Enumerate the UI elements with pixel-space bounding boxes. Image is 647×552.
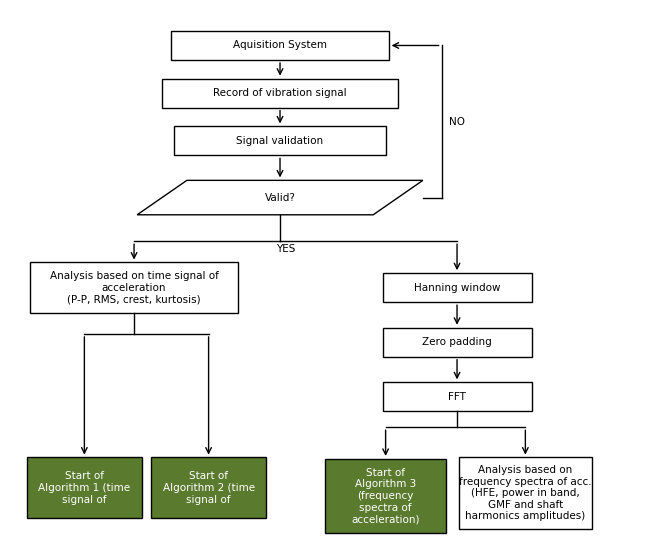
Text: Start of
Algorithm 3
(frequency
spectra of
acceleration): Start of Algorithm 3 (frequency spectra … bbox=[351, 468, 420, 524]
Text: Record of vibration signal: Record of vibration signal bbox=[214, 88, 347, 98]
FancyBboxPatch shape bbox=[382, 328, 532, 357]
Polygon shape bbox=[137, 181, 423, 215]
FancyBboxPatch shape bbox=[325, 459, 446, 533]
Text: Start of
Algorithm 1 (time
signal of: Start of Algorithm 1 (time signal of bbox=[38, 471, 131, 505]
FancyBboxPatch shape bbox=[151, 458, 266, 518]
Text: YES: YES bbox=[276, 244, 296, 254]
FancyBboxPatch shape bbox=[171, 31, 389, 60]
Text: Hanning window: Hanning window bbox=[414, 283, 500, 293]
Text: Signal validation: Signal validation bbox=[236, 136, 324, 146]
FancyBboxPatch shape bbox=[382, 382, 532, 411]
Text: Valid?: Valid? bbox=[265, 193, 296, 203]
Text: NO: NO bbox=[449, 116, 465, 126]
FancyBboxPatch shape bbox=[30, 263, 238, 313]
Text: Start of
Algorithm 2 (time
signal of: Start of Algorithm 2 (time signal of bbox=[162, 471, 255, 505]
FancyBboxPatch shape bbox=[27, 458, 142, 518]
Text: Analysis based on
frequency spectra of acc.
(HFE, power in band,
GMF and shaft
h: Analysis based on frequency spectra of a… bbox=[459, 465, 591, 522]
FancyBboxPatch shape bbox=[459, 458, 592, 529]
Text: Analysis based on time signal of
acceleration
(P-P, RMS, crest, kurtosis): Analysis based on time signal of acceler… bbox=[50, 271, 219, 304]
FancyBboxPatch shape bbox=[175, 126, 386, 156]
Text: Aquisition System: Aquisition System bbox=[233, 40, 327, 50]
FancyBboxPatch shape bbox=[162, 78, 398, 108]
FancyBboxPatch shape bbox=[382, 273, 532, 302]
Text: Zero padding: Zero padding bbox=[422, 337, 492, 347]
Text: FFT: FFT bbox=[448, 392, 466, 402]
